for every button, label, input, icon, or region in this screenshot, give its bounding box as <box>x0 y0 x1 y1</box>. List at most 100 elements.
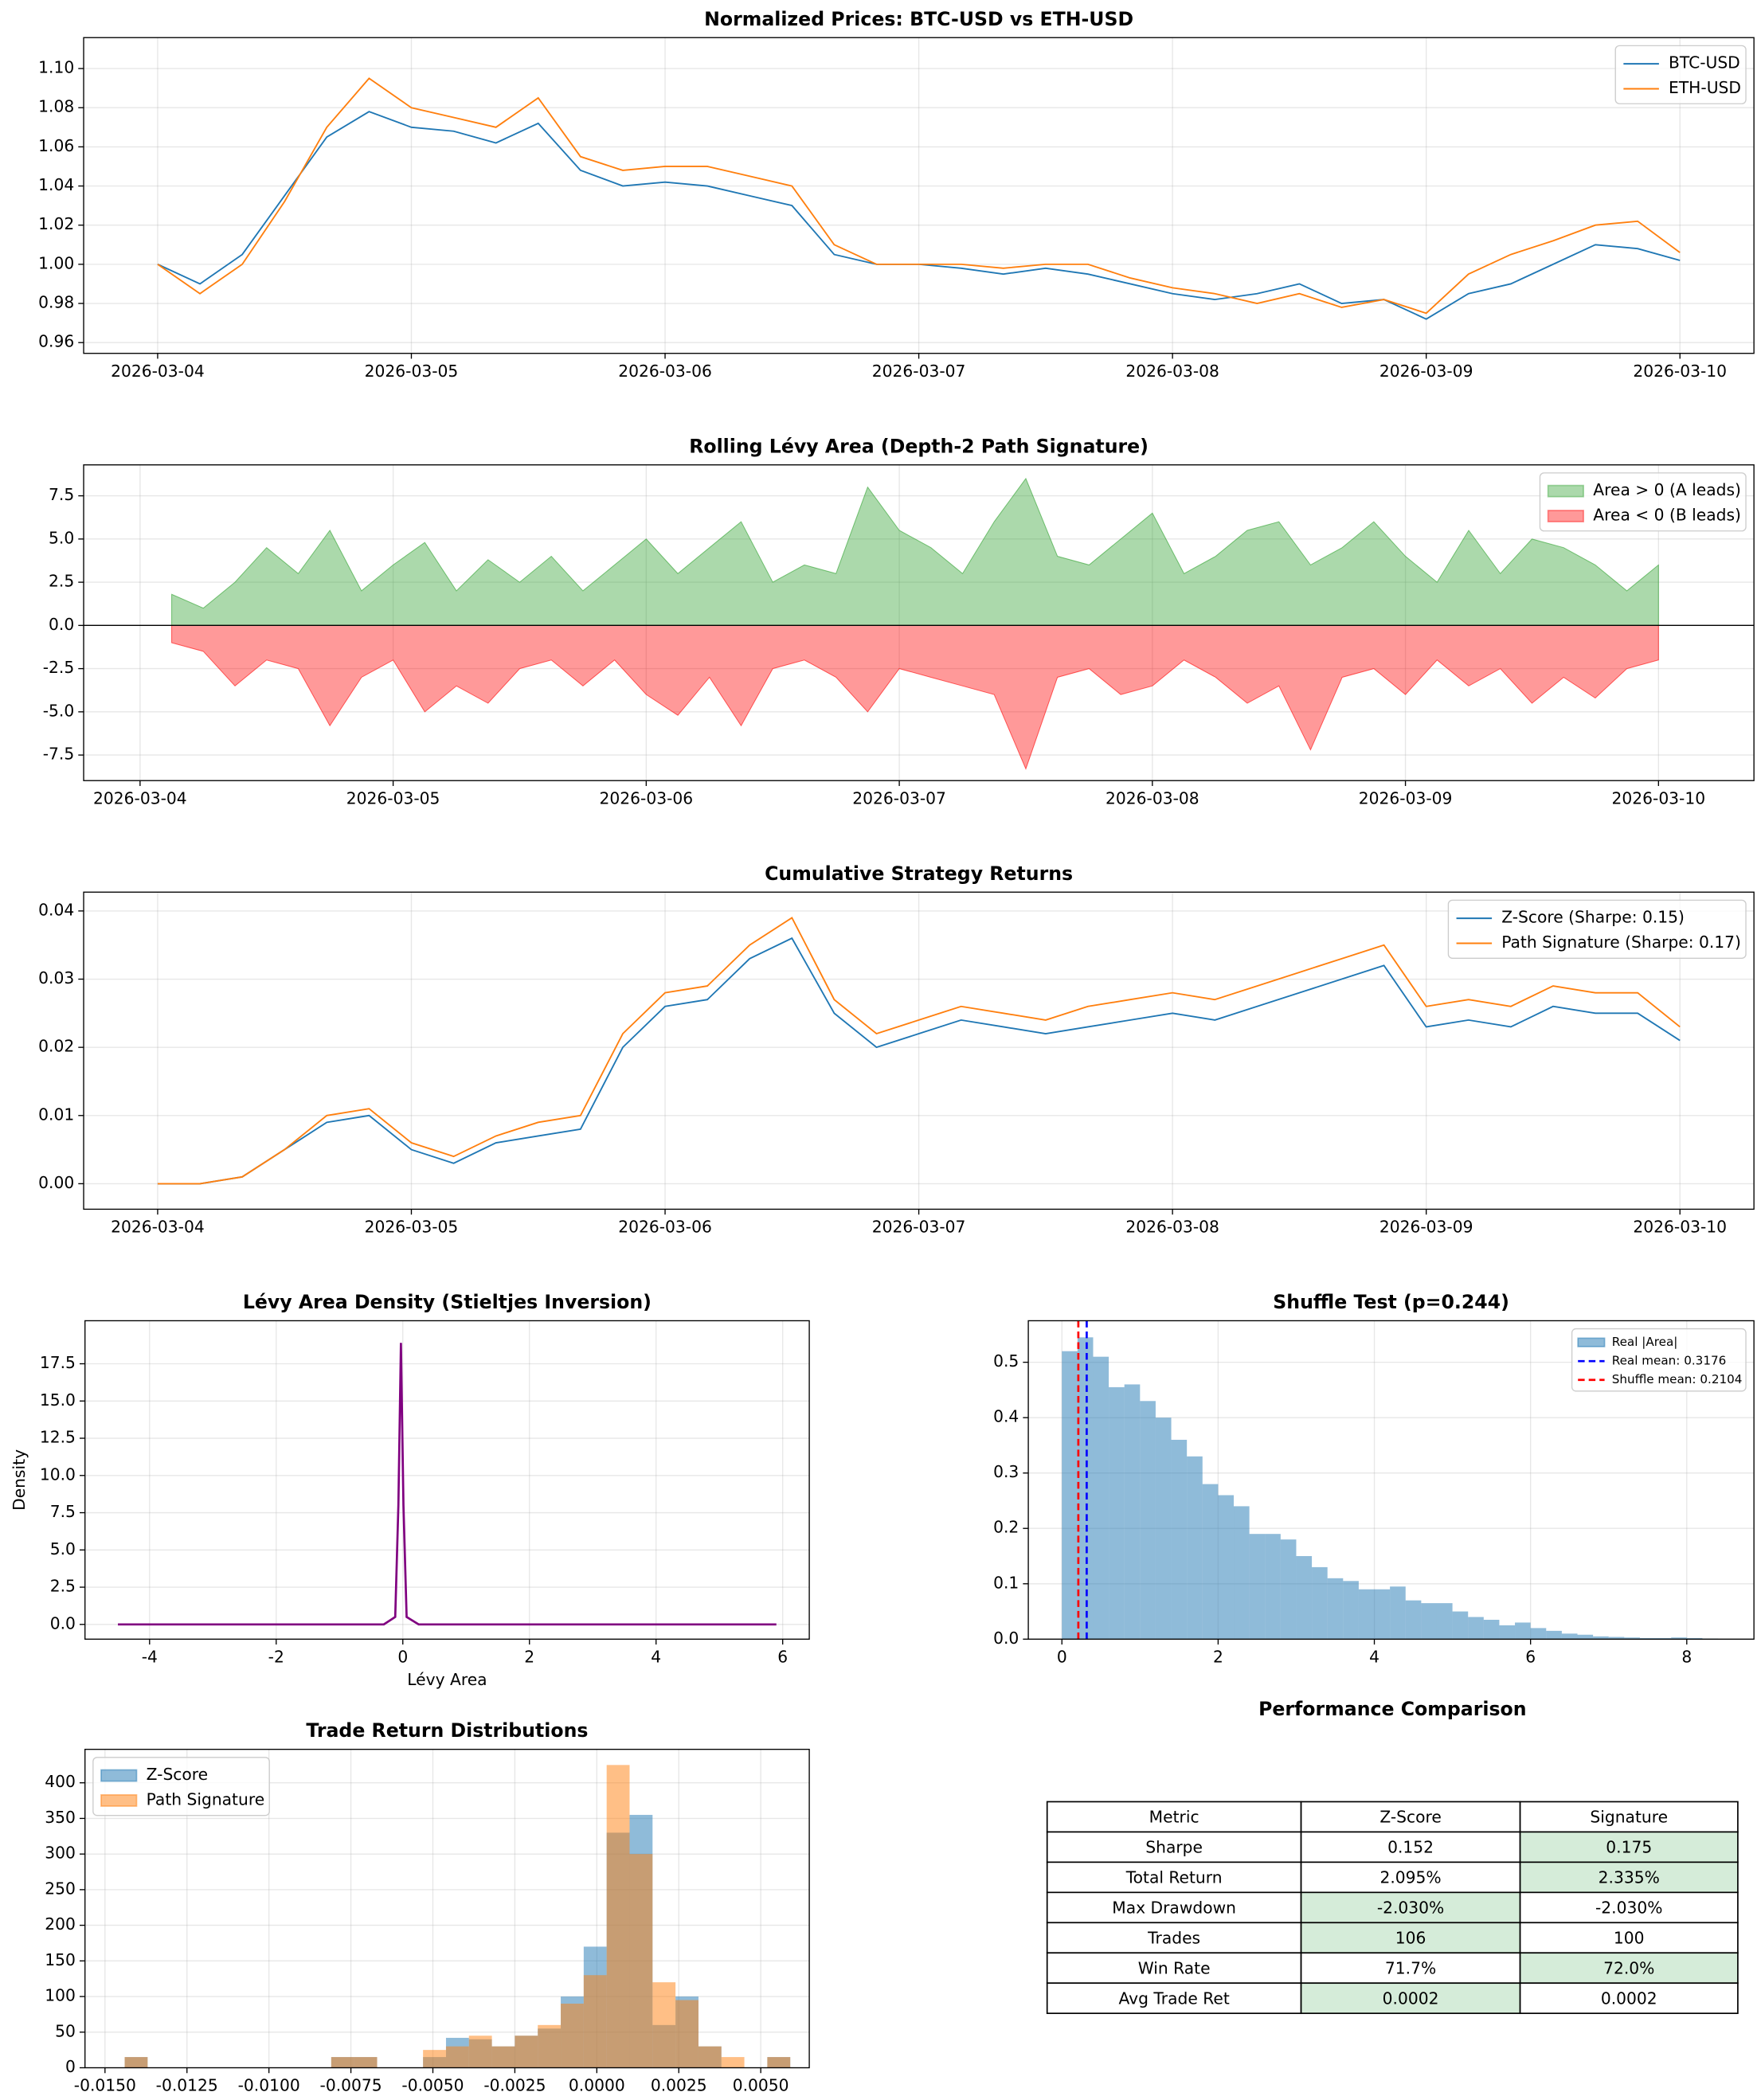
x-tick-label: 2026-03-04 <box>111 1218 205 1237</box>
x-tick-label: 4 <box>651 1647 661 1666</box>
legend-label: Real mean: 0.3176 <box>1612 1354 1727 1368</box>
chart-title: Normalized Prices: BTC-USD vs ETH-USD <box>704 8 1133 30</box>
table-value: 0.0002 <box>1601 1989 1657 2008</box>
histogram-bar <box>1202 1484 1219 1640</box>
histogram-bar <box>1124 1384 1141 1640</box>
grid <box>84 37 1755 354</box>
histogram-bar <box>445 2046 469 2068</box>
legend-label: Area < 0 (B leads) <box>1593 506 1741 525</box>
histogram-bar <box>1093 1356 1109 1640</box>
histogram-bar <box>1452 1611 1469 1640</box>
x-tick-label: 2026-03-06 <box>600 788 694 808</box>
x-tick-label: 2026-03-08 <box>1125 1218 1219 1237</box>
y-tick-label: 1.06 <box>38 136 74 155</box>
chart: 0 2 4 6 8 0.0 0.1 0.2 0.3 0.4 0.5 Shuffle Test (p=0… <box>993 1291 1755 1666</box>
table-cell <box>1046 1982 1302 2015</box>
chart-title: Cumulative Strategy Returns <box>765 862 1073 885</box>
histogram-bar <box>606 1765 630 2068</box>
histogram-bar <box>1639 1637 1656 1640</box>
y-tick-label: 7.5 <box>49 485 74 504</box>
x-tick-label: 2026-03-05 <box>365 1218 459 1237</box>
legend: Area > 0 (A leads) Area < 0 (B leads) <box>1539 472 1747 532</box>
y-tick-label: 0.0 <box>49 615 74 634</box>
table-cell <box>1300 1982 1521 2015</box>
x-tick-label: 0.0000 <box>569 2076 625 2095</box>
x-tick-label: 4 <box>1369 1647 1379 1666</box>
table-cell <box>1300 1801 1521 1833</box>
legend-box <box>1571 1328 1747 1392</box>
x-tick-label: 2026-03-08 <box>1106 788 1199 808</box>
x-tick-label: 2 <box>524 1647 534 1666</box>
y-tick-label: 200 <box>45 1914 76 1934</box>
legend-label: Path Signature (Sharpe: 0.17) <box>1501 933 1741 952</box>
table-header: Z-Score <box>1379 1808 1441 1827</box>
histogram-bar <box>538 2024 562 2068</box>
x-tick-label: 2026-03-07 <box>872 1218 966 1237</box>
histogram-bar <box>1686 1637 1703 1640</box>
x-tick-label: 2026-03-05 <box>346 788 440 808</box>
legend-swatch <box>1577 1337 1606 1347</box>
legend-swatch <box>100 1794 138 1807</box>
legend: Z-Score Path Signature <box>92 1757 270 1816</box>
histogram-bar <box>1155 1418 1172 1640</box>
table-value: 100 <box>1614 1928 1645 1947</box>
histogram-bar <box>721 2057 745 2068</box>
y-tick-label: 1.04 <box>38 175 74 194</box>
legend-label: Path Signature <box>147 1789 264 1809</box>
x-tick-label: 2026-03-05 <box>365 362 459 381</box>
x-tick-label: 2026-03-06 <box>618 1218 712 1237</box>
chart-title: Shuffle Test (p=0.244) <box>1273 1291 1509 1313</box>
table-cell <box>1519 1861 1739 1894</box>
x-tick-label: -0.0025 <box>483 2076 546 2095</box>
y-tick-label: 0.01 <box>38 1105 74 1124</box>
x-tick-label: -0.0150 <box>74 2076 136 2095</box>
table-header: Signature <box>1590 1808 1668 1827</box>
y-tick-label: 12.5 <box>40 1428 76 1447</box>
y-tick-label: 0.5 <box>993 1351 1019 1371</box>
table-title: Performance Comparison <box>1258 1698 1526 1720</box>
chart-title: Rolling Lévy Area (Depth-2 Path Signatur… <box>689 435 1149 457</box>
x-tick-label: -0.0125 <box>156 2076 218 2095</box>
x-tick-label: 0 <box>1057 1647 1067 1666</box>
line-series <box>118 1343 777 1626</box>
y-tick-label: 2.5 <box>49 572 74 591</box>
y-tick-label: 0.03 <box>38 968 74 987</box>
y-tick-label: 0 <box>65 2057 76 2076</box>
axes-frame <box>83 37 1755 354</box>
legend-label: BTC-USD <box>1669 53 1740 72</box>
legend-swatch <box>1547 510 1584 522</box>
legend-box <box>1447 899 1747 959</box>
x-tick-label: 2026-03-08 <box>1125 362 1219 381</box>
x-tick-label: 0.0050 <box>733 2076 789 2095</box>
chart: 2026-03-04 2026-03-05 2026-03-06 2026-03-07… <box>38 8 1755 381</box>
table-cell <box>1046 1831 1302 1863</box>
performance-table: Performance Comparison Metric Z-Score Signa… <box>1046 1698 1739 2015</box>
x-tick-label: 6 <box>1525 1647 1536 1666</box>
table-cell <box>1300 1861 1521 1894</box>
axes-frame <box>84 1320 810 1640</box>
histogram-bar <box>1671 1637 1687 1640</box>
legend-label: Area > 0 (A leads) <box>1593 480 1741 499</box>
y-tick-label: 5.0 <box>49 528 74 547</box>
x-tick-label: 0.0025 <box>651 2076 707 2095</box>
legend-label: Shuffle mean: 0.2104 <box>1612 1372 1743 1386</box>
plot-area <box>84 464 1755 781</box>
y-tick-label: 0.02 <box>38 1037 74 1056</box>
y-tick-label: 100 <box>45 1986 76 2005</box>
histogram-bar <box>354 2057 378 2068</box>
x-tick-label: -0.0050 <box>401 2076 464 2095</box>
x-tick-label: -0.0100 <box>238 2076 300 2095</box>
histogram-bar <box>561 2004 584 2068</box>
histogram-bar <box>1187 1456 1203 1640</box>
histogram-bar <box>1546 1630 1562 1640</box>
legend-label: ETH-USD <box>1669 78 1741 97</box>
y-tick-label: 15.0 <box>40 1390 76 1410</box>
x-tick-label: 2 <box>1213 1647 1223 1666</box>
y-tick-label: 50 <box>55 2021 76 2040</box>
histogram-bar <box>1296 1556 1313 1640</box>
histogram-bar <box>698 2046 722 2068</box>
y-tick-label: 17.5 <box>40 1353 76 1372</box>
y-tick-label: 0.0 <box>50 1613 76 1633</box>
y-tick-label: 0.00 <box>38 1173 74 1192</box>
